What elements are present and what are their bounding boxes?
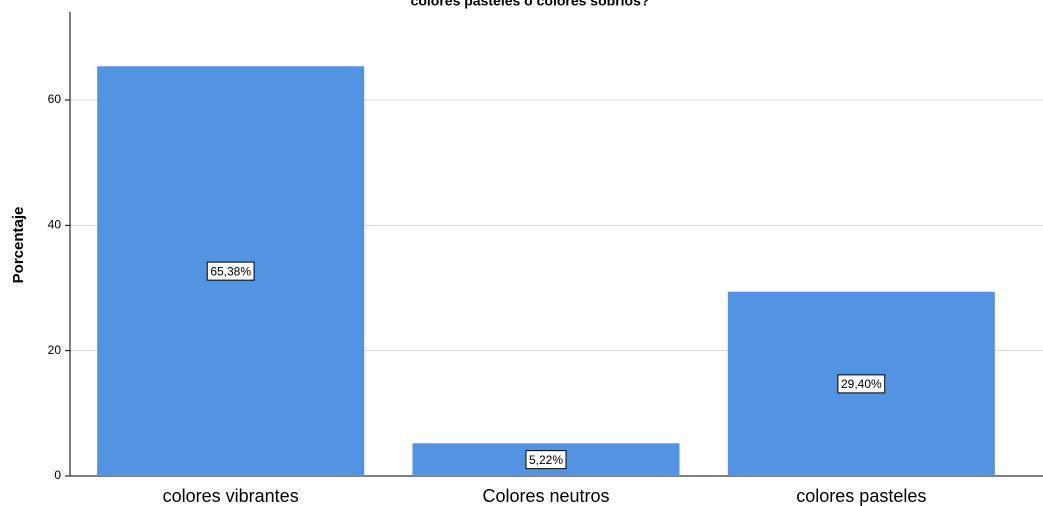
x-category-label: colores vibrantes <box>163 486 299 506</box>
y-axis-ticks: 0 20 40 60 <box>48 92 70 482</box>
x-axis-categories: colores vibrantes Colores neutros colores … <box>163 486 927 506</box>
y-tick-label: 40 <box>48 218 62 232</box>
y-tick-label: 60 <box>48 92 62 106</box>
y-axis-label: Porcentaje <box>10 207 27 284</box>
data-label: 5,22% <box>529 453 563 467</box>
x-category-label: colores pasteles <box>796 486 926 506</box>
data-label-box <box>525 450 567 470</box>
data-label-box <box>837 374 886 394</box>
y-tick-label: 20 <box>48 343 62 357</box>
chart-title: colores pasteles o colores sobrios? <box>411 0 650 9</box>
data-label: 65,38% <box>210 264 251 278</box>
data-label-box <box>206 261 255 281</box>
y-tick-label: 0 <box>54 468 61 482</box>
bars: 65,38% 5,22% 29,40% <box>97 66 995 476</box>
data-label: 29,40% <box>841 377 882 391</box>
x-category-label: Colores neutros <box>482 486 609 506</box>
